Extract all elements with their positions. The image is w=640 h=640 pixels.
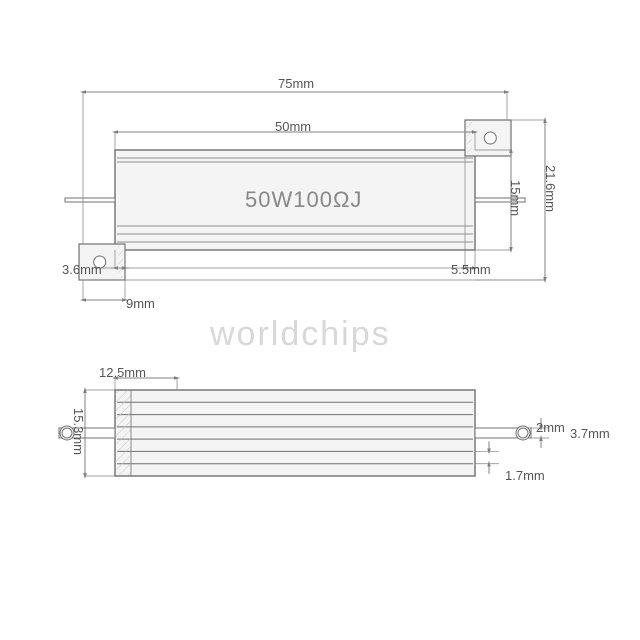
dim-lead-height: 2mm	[536, 420, 565, 435]
dim-overall-height: 21.6mm	[543, 165, 558, 212]
dim-top-tab-offset: 5.5mm	[451, 262, 491, 277]
dim-side-front-flange: 12.5mm	[99, 365, 146, 380]
component-marking: 50W100ΩJ	[245, 187, 362, 213]
engineering-drawing-svg	[0, 0, 640, 640]
dim-bottom-tab-width: 9mm	[126, 296, 155, 311]
dim-lead-hole: 3.7mm	[570, 426, 610, 441]
dim-side-depth: 15.3mm	[71, 408, 86, 455]
drawing-canvas	[0, 0, 640, 640]
dim-fin-pitch: 1.7mm	[505, 468, 545, 483]
dim-bottom-tab-offset: 3.6mm	[62, 262, 102, 277]
dim-body-length: 50mm	[275, 119, 311, 134]
dim-body-height: 15mm	[508, 180, 523, 216]
dim-overall-length: 75mm	[278, 76, 314, 91]
